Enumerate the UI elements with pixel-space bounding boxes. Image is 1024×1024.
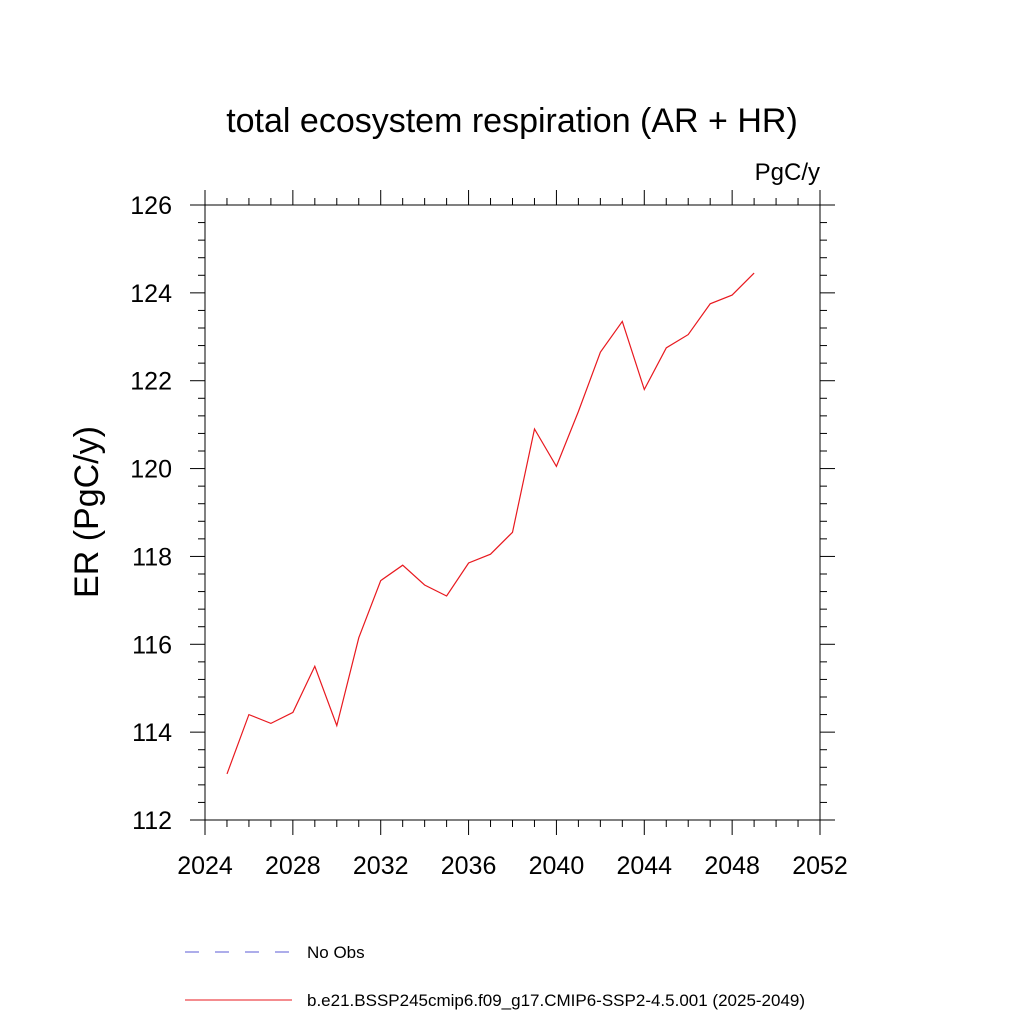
y-tick-label: 124 [130, 280, 172, 308]
tick-labels: 2024 2028 2032 2036 2040 2044 2048 2052 112 114 11… [130, 192, 848, 880]
y-tick-label: 114 [132, 719, 172, 747]
x-tick-label: 2028 [265, 852, 321, 880]
x-tick-label: 2048 [704, 852, 760, 880]
legend-label: b.e21.BSSP245cmip6.f09_g17.CMIP6-SSP2-4.… [307, 991, 805, 1010]
y-tick-label: 112 [132, 807, 172, 835]
y-tick-label: 118 [132, 543, 172, 571]
legend: No Obs b.e21.BSSP245cmip6.f09_g17.CMIP6-S… [185, 943, 805, 1010]
x-tick-label: 2044 [616, 852, 672, 880]
x-tick-label: 2024 [177, 852, 233, 880]
y-tick-label: 122 [130, 368, 172, 396]
series-line [226, 272, 755, 775]
units-label: PgC/y [755, 159, 820, 186]
y-axis-label: ER (PgC/y) [68, 426, 106, 598]
legend-label: No Obs [307, 943, 365, 962]
chart-title: total ecosystem respiration (AR + HR) [226, 102, 798, 140]
y-tick-label: 126 [130, 192, 172, 220]
y-tick-label: 120 [130, 456, 172, 484]
series-group [226, 272, 755, 775]
x-tick-label: 2036 [441, 852, 497, 880]
axis-ticks [190, 190, 835, 835]
x-tick-label: 2040 [529, 852, 585, 880]
y-tick-label: 116 [132, 631, 172, 659]
x-tick-label: 2052 [792, 852, 848, 880]
x-tick-label: 2032 [353, 852, 409, 880]
